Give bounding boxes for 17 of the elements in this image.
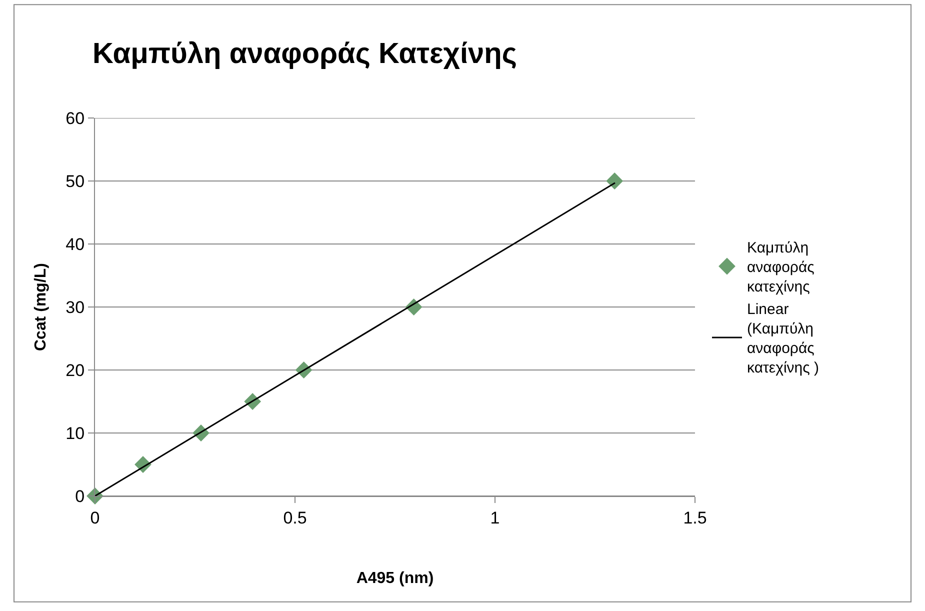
x-tick-label: 1 bbox=[490, 508, 500, 528]
y-axis-title: Ccat (mg/L) bbox=[32, 263, 50, 351]
legend-label: Καμπύλη αναφοράς κατεχίνης bbox=[747, 240, 814, 296]
legend-label: Linear (Καμπύλη αναφοράς κατεχίνης ) bbox=[747, 301, 820, 377]
y-tick-label: 30 bbox=[66, 298, 85, 317]
chart-title: Καμπύλη αναφοράς Κατεχίνης bbox=[92, 38, 517, 70]
x-axis-title: A495 (nm) bbox=[356, 570, 434, 588]
x-tick-label: 0.5 bbox=[283, 508, 307, 528]
y-tick-label: 50 bbox=[66, 172, 85, 191]
point bbox=[606, 172, 624, 190]
y-tick-label: 20 bbox=[66, 360, 85, 380]
y-tick-label: 60 bbox=[66, 108, 85, 128]
x-tick-label: 0 bbox=[90, 508, 100, 528]
x-tick-label: 1.5 bbox=[683, 508, 707, 528]
y-tick-label: 0 bbox=[75, 486, 85, 506]
y-tick-label: 10 bbox=[66, 424, 85, 443]
y-tick-label: 40 bbox=[66, 234, 85, 254]
